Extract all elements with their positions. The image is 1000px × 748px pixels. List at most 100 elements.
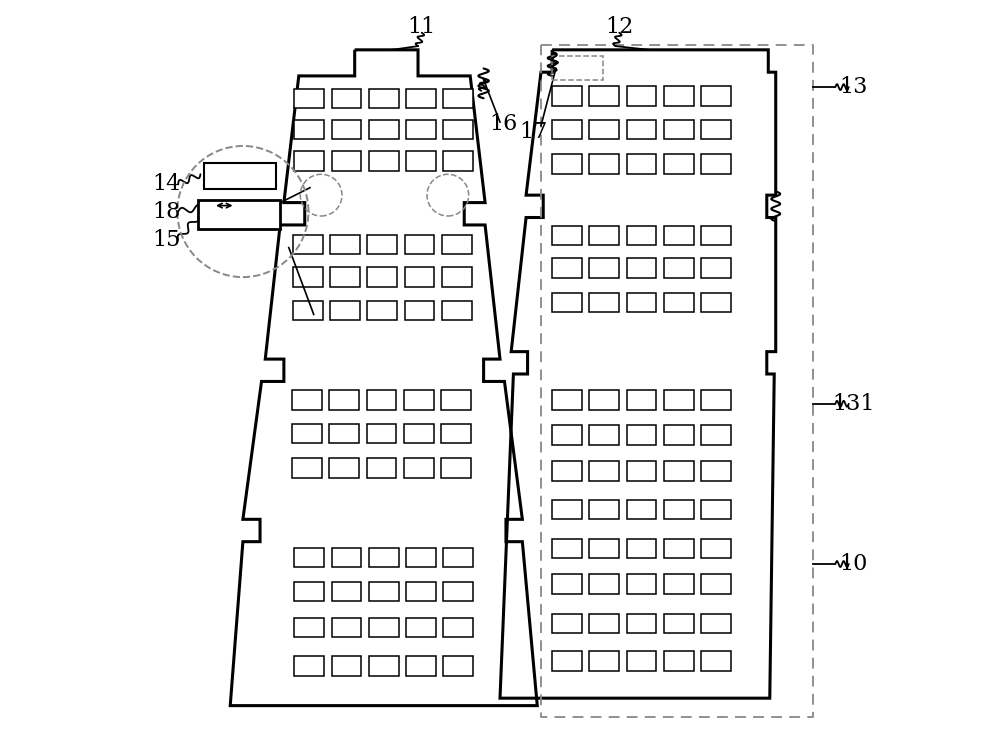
Bar: [589, 574, 619, 594]
Bar: [589, 226, 619, 245]
Bar: [329, 390, 359, 410]
Text: 10: 10: [840, 553, 868, 575]
Bar: [664, 539, 694, 558]
Bar: [330, 235, 360, 254]
Bar: [369, 88, 399, 108]
Bar: [627, 500, 656, 519]
Text: 13: 13: [840, 76, 868, 98]
Bar: [627, 259, 656, 278]
Bar: [330, 301, 360, 320]
Bar: [664, 154, 694, 174]
Bar: [292, 424, 322, 444]
Bar: [405, 235, 434, 254]
Bar: [367, 235, 397, 254]
Bar: [332, 151, 361, 171]
Bar: [701, 259, 731, 278]
Polygon shape: [230, 50, 537, 705]
Bar: [589, 292, 619, 312]
Bar: [701, 574, 731, 594]
Bar: [664, 500, 694, 519]
Bar: [367, 301, 397, 320]
Bar: [443, 657, 473, 675]
Bar: [552, 56, 603, 79]
Bar: [589, 120, 619, 139]
Bar: [404, 424, 434, 444]
Bar: [442, 235, 472, 254]
Bar: [664, 574, 694, 594]
Bar: [664, 390, 694, 410]
Bar: [406, 657, 436, 675]
Bar: [294, 582, 324, 601]
Bar: [552, 652, 582, 671]
Bar: [627, 426, 656, 445]
Bar: [589, 652, 619, 671]
Bar: [204, 163, 276, 189]
Text: 18: 18: [152, 200, 180, 223]
Bar: [367, 459, 396, 477]
Bar: [664, 259, 694, 278]
Bar: [293, 235, 323, 254]
Bar: [627, 390, 656, 410]
Bar: [369, 548, 399, 567]
Bar: [293, 301, 323, 320]
Bar: [293, 268, 323, 286]
Bar: [701, 426, 731, 445]
Bar: [406, 548, 436, 567]
Bar: [627, 539, 656, 558]
Bar: [406, 151, 436, 171]
Bar: [664, 426, 694, 445]
Bar: [552, 574, 582, 594]
Bar: [294, 151, 324, 171]
Text: 16: 16: [490, 114, 518, 135]
Bar: [589, 86, 619, 105]
Bar: [406, 88, 436, 108]
Bar: [332, 120, 361, 139]
Bar: [589, 614, 619, 634]
Bar: [589, 390, 619, 410]
Bar: [443, 151, 473, 171]
Bar: [552, 259, 582, 278]
Bar: [589, 539, 619, 558]
Bar: [701, 500, 731, 519]
Bar: [404, 459, 434, 477]
Text: 17: 17: [519, 121, 548, 143]
Text: 14: 14: [152, 173, 180, 195]
Bar: [441, 459, 471, 477]
Bar: [369, 120, 399, 139]
Bar: [404, 390, 434, 410]
Bar: [664, 462, 694, 480]
Bar: [294, 88, 324, 108]
Bar: [406, 120, 436, 139]
Bar: [552, 426, 582, 445]
Bar: [627, 614, 656, 634]
Bar: [627, 292, 656, 312]
Bar: [664, 614, 694, 634]
Bar: [292, 390, 322, 410]
Text: 11: 11: [408, 16, 436, 38]
Bar: [442, 268, 472, 286]
Bar: [552, 292, 582, 312]
Bar: [627, 120, 656, 139]
Bar: [664, 226, 694, 245]
Bar: [552, 539, 582, 558]
Bar: [369, 618, 399, 637]
Bar: [701, 120, 731, 139]
Bar: [367, 268, 397, 286]
Bar: [441, 390, 471, 410]
Bar: [443, 120, 473, 139]
Bar: [294, 120, 324, 139]
Bar: [552, 226, 582, 245]
Bar: [443, 548, 473, 567]
Bar: [701, 539, 731, 558]
Bar: [198, 200, 280, 229]
Bar: [701, 226, 731, 245]
Bar: [369, 657, 399, 675]
Bar: [442, 301, 472, 320]
Bar: [701, 390, 731, 410]
Bar: [552, 154, 582, 174]
Bar: [330, 268, 360, 286]
Bar: [627, 652, 656, 671]
Bar: [552, 86, 582, 105]
Bar: [664, 292, 694, 312]
Bar: [552, 390, 582, 410]
